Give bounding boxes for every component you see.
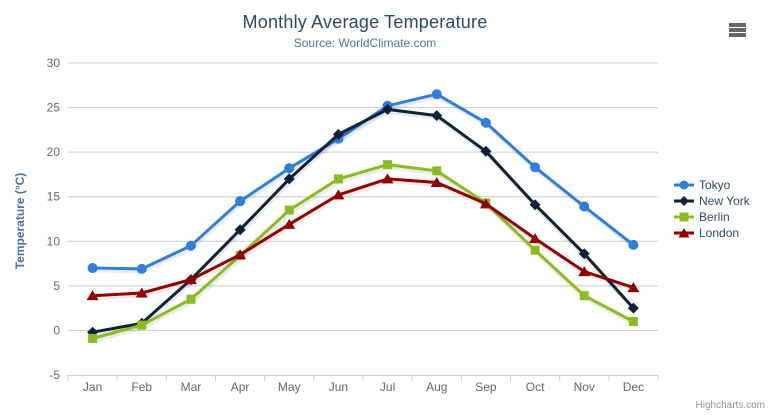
data-point-tokyo-mar[interactable] [185,240,196,251]
highcharts-credits-link[interactable]: Highcharts.com [695,400,765,411]
data-point-berlin-feb[interactable] [137,320,147,330]
data-point-berlin-jul[interactable] [383,160,393,170]
data-point-london-jul[interactable] [381,173,394,184]
data-point-london-apr[interactable] [234,249,247,260]
data-point-new-york-may[interactable] [283,173,295,185]
yaxis-tick-label: 5 [53,279,60,293]
legend-label: Berlin [699,210,730,224]
legend-diamond-marker-icon [674,196,694,206]
data-point-new-york-jun[interactable] [332,128,344,140]
data-point-tokyo-oct[interactable] [530,162,541,173]
xaxis-tick-label: May [278,380,301,394]
hamburger-bar [729,27,746,32]
data-point-new-york-apr[interactable] [234,224,246,236]
data-point-london-aug[interactable] [430,176,443,187]
data-point-london-dec[interactable] [627,282,640,293]
yaxis-tick-label: -5 [49,368,60,382]
data-point-new-york-nov[interactable] [578,248,590,260]
legend-label: London [699,226,740,240]
xaxis-tick-label: Nov [574,380,595,394]
xaxis-tick-label: Aug [426,380,447,394]
series-shadow-london [91,178,637,301]
legend-circle-marker-icon [674,180,694,190]
xaxis-tick-label: Oct [526,380,545,394]
yaxis-tick-label: 20 [47,145,61,159]
legend-item-tokyo[interactable]: Tokyo [674,177,750,193]
yaxis-tick-label: 10 [47,234,61,248]
yaxis-tick-label: 15 [47,190,61,204]
series-line-new-york[interactable] [91,107,635,334]
data-point-berlin-jun[interactable] [333,174,343,184]
data-point-tokyo-nov[interactable] [579,201,590,212]
yaxis-tick-label: 0 [53,323,60,337]
data-point-london-oct[interactable] [529,233,542,244]
data-point-london-sep[interactable] [479,198,492,209]
data-point-new-york-sep[interactable] [480,145,492,157]
xaxis-tick-label: Mar [181,380,202,394]
data-point-berlin-dec[interactable] [628,317,638,327]
export-menu-hamburger-icon[interactable] [728,21,750,39]
yaxis-tick-label: 25 [47,101,61,115]
data-point-tokyo-may[interactable] [284,163,295,174]
data-point-new-york-jul[interactable] [382,103,394,115]
data-point-berlin-may[interactable] [284,205,294,215]
xaxis-tick-label: Jan [83,380,102,394]
data-point-tokyo-apr[interactable] [235,196,246,207]
data-point-tokyo-sep[interactable] [480,117,491,128]
hamburger-bar [729,22,746,27]
legend-item-new-york[interactable]: New York [674,193,750,209]
xaxis-tick-label: Jul [380,380,395,394]
legend-square-marker-icon [674,212,694,222]
data-point-new-york-dec[interactable] [627,302,639,314]
legend-triangle-marker-icon [674,228,694,238]
data-point-tokyo-feb[interactable] [136,263,147,274]
xaxis-tick-label: Sep [475,380,497,394]
legend: Tokyo New York Berlin London [674,177,750,241]
data-point-london-may[interactable] [283,218,296,229]
xaxis-tick-label: Jun [329,380,348,394]
data-point-new-york-aug[interactable] [431,110,443,122]
data-point-london-mar[interactable] [184,274,197,285]
series-line-berlin[interactable] [91,163,635,340]
data-point-berlin-jan[interactable] [88,333,98,343]
legend-label: Tokyo [699,178,731,192]
data-point-tokyo-aug[interactable] [431,89,442,100]
data-point-tokyo-jan[interactable] [87,263,98,274]
data-point-tokyo-dec[interactable] [628,239,639,250]
data-point-london-feb[interactable] [135,287,148,298]
hamburger-bar [729,32,746,37]
data-point-london-jun[interactable] [332,189,345,200]
data-point-berlin-aug[interactable] [432,166,442,176]
legend-item-london[interactable]: London [674,225,750,241]
xaxis-tick-label: Apr [231,380,250,394]
yaxis-tick-label: 30 [47,56,61,70]
data-point-berlin-nov[interactable] [579,291,589,301]
legend-label: New York [699,194,750,208]
data-point-new-york-oct[interactable] [529,199,541,211]
data-point-berlin-oct[interactable] [530,245,540,255]
data-point-berlin-mar[interactable] [186,294,196,304]
xaxis-tick-label: Dec [623,380,644,394]
series-line-london[interactable] [91,177,635,298]
data-point-london-jan[interactable] [86,290,99,301]
xaxis-tick-label: Feb [131,380,152,394]
legend-item-berlin[interactable]: Berlin [674,209,750,225]
data-point-london-nov[interactable] [578,266,591,277]
